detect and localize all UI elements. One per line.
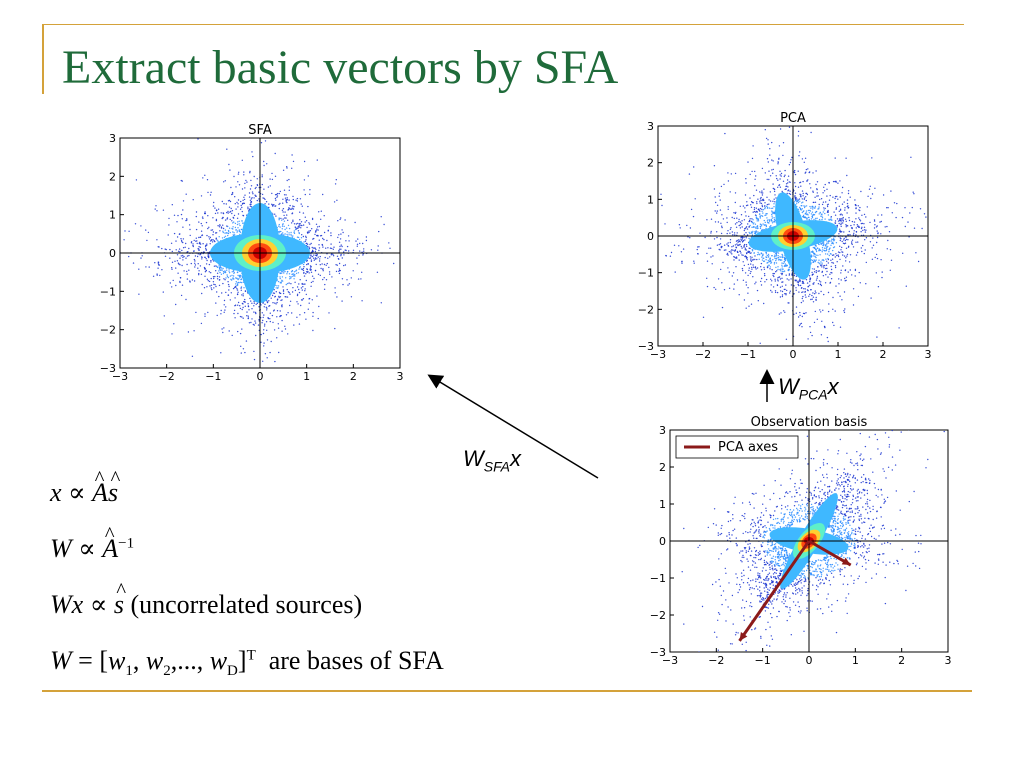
y-tick-label-0: −1	[100, 285, 116, 298]
x-tick-label-0: 2	[350, 370, 357, 383]
accent-rule-top	[42, 24, 964, 25]
y-tick-label-0: −3	[100, 362, 116, 375]
equation-3: Wx ∝ s (uncorrelated sources)	[50, 579, 362, 620]
pca-plot-svg: PCA −3 −2 −1 0 1 2 3 3 2 1 0 −1 −2 −3	[638, 111, 932, 361]
y-tick-label-1: 3	[647, 120, 654, 133]
x-tick-label-0: 0	[257, 370, 264, 383]
x-tick-label-2: 3	[945, 654, 952, 667]
x-tick-label-1: 3	[925, 348, 932, 361]
equation-2: W ∝ A−1	[50, 523, 134, 564]
y-tick-label-0: 1	[109, 209, 116, 222]
y-tick-label-2: 0	[659, 535, 666, 548]
x-tick-label-1: −2	[695, 348, 711, 361]
x-tick-label-0: 3	[397, 370, 404, 383]
equation-1: x ∝ As	[50, 467, 119, 508]
x-tick-label-1: 2	[880, 348, 887, 361]
pca-axis-arrow-0	[738, 540, 811, 642]
y-tick-label-1: −3	[638, 340, 654, 353]
y-tick-label-1: 1	[647, 193, 654, 206]
plot-title-2: Observation basis	[751, 415, 868, 430]
x-tick-label-1: 0	[790, 348, 797, 361]
y-tick-label-1: 0	[647, 230, 654, 243]
plot-legend: PCA axes	[675, 435, 799, 459]
pca-scatter-plot: PCA −3 −2 −1 0 1 2 3 3 2 1 0 −1 −2 −3	[638, 110, 938, 365]
y-tick-label-0: 2	[109, 170, 116, 183]
x-tick-label-1: −1	[740, 348, 756, 361]
equation-4: W = [w1, w2,..., wD]T are bases of SFA	[50, 646, 444, 680]
plot-title-0: SFA	[248, 123, 272, 138]
y-tick-label-2: −1	[650, 572, 666, 585]
x-tick-label-2: −3	[662, 654, 678, 667]
x-tick-label-0: −2	[159, 370, 175, 383]
accent-rule-bottom	[42, 690, 972, 692]
x-tick-label-2: 1	[852, 654, 859, 667]
sfa-scatter-plot: SFA −3 −2 −1 0 1 2 3 3 2 1 0 −1 −2 −3	[100, 122, 404, 384]
x-tick-label-0: 1	[303, 370, 310, 383]
plot-title-1: PCA	[780, 111, 806, 126]
accent-rule-left	[42, 24, 44, 94]
y-tick-label-2: −2	[650, 609, 666, 622]
y-tick-label-2: 2	[659, 461, 666, 474]
y-tick-label-0: 0	[109, 247, 116, 260]
y-tick-label-1: −1	[638, 267, 654, 280]
wpca-label: WPCAx	[778, 374, 839, 403]
x-tick-label-2: 0	[806, 654, 813, 667]
obs-plot-svg: Observation basis −3 −2 −1 0 1 2 3 3 2 1 0 −1 −2 −3 PCA…	[650, 415, 952, 667]
y-tick-label-0: −2	[100, 324, 116, 337]
x-tick-label-2: 2	[898, 654, 905, 667]
y-tick-label-2: 3	[659, 424, 666, 437]
x-tick-label-0: −3	[112, 370, 128, 383]
x-tick-label-1: 1	[835, 348, 842, 361]
sfa-plot-svg: SFA −3 −2 −1 0 1 2 3 3 2 1 0 −1 −2 −3	[100, 123, 404, 383]
y-tick-label-1: 2	[647, 157, 654, 170]
slide-title: Extract basic vectors by SFA	[62, 41, 619, 94]
y-tick-label-2: 1	[659, 498, 666, 511]
y-tick-label-0: 3	[109, 132, 116, 145]
legend-label: PCA axes	[718, 440, 778, 455]
observation-basis-plot: Observation basis −3 −2 −1 0 1 2 3 3 2 1 0 −1 −2 −3 PCA…	[650, 414, 952, 676]
x-tick-label-1: −3	[650, 348, 666, 361]
x-tick-label-2: −1	[755, 654, 771, 667]
y-tick-label-1: −2	[638, 303, 654, 316]
y-tick-label-2: −3	[650, 646, 666, 659]
x-tick-label-0: −1	[205, 370, 221, 383]
x-tick-label-2: −2	[708, 654, 724, 667]
wsfa-label: WSFAx	[463, 446, 521, 475]
